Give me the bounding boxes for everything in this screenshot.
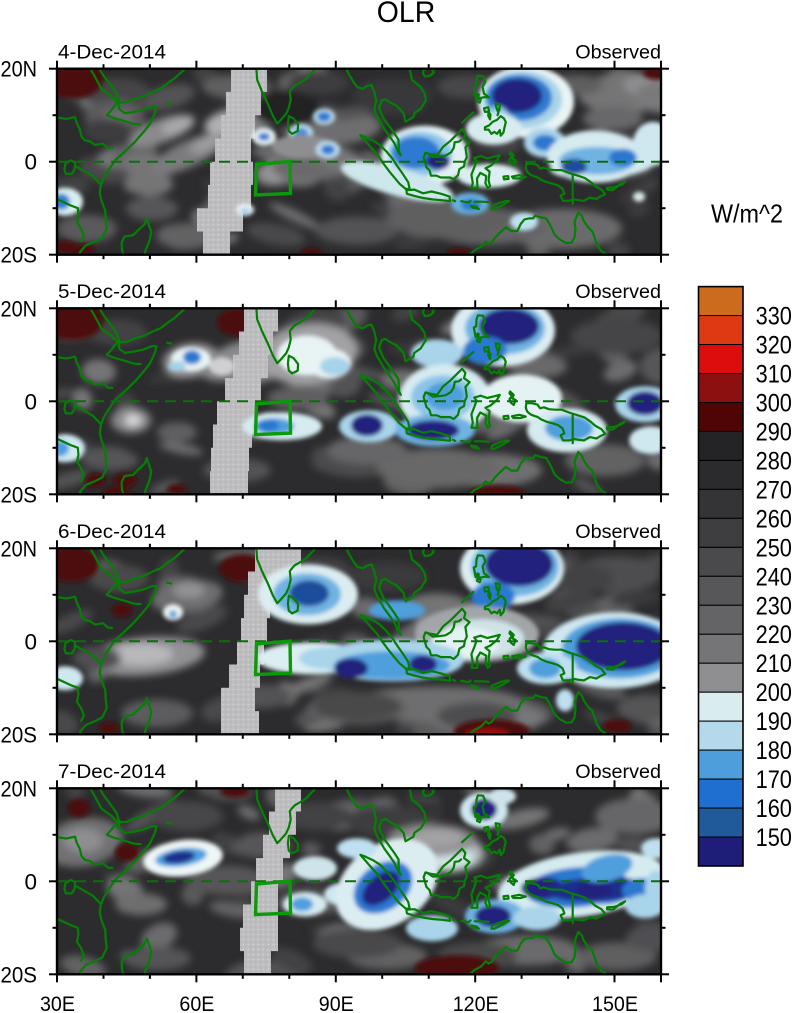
svg-text:W/m^2: W/m^2 [711, 199, 783, 229]
svg-text:170: 170 [756, 766, 792, 794]
svg-text:Observed: Observed [575, 761, 661, 783]
svg-text:0: 0 [24, 150, 37, 175]
svg-text:0: 0 [24, 869, 37, 894]
svg-text:120E: 120E [453, 992, 499, 1013]
svg-text:280: 280 [756, 447, 792, 475]
svg-text:60E: 60E [179, 992, 214, 1013]
svg-text:320: 320 [756, 332, 792, 360]
svg-text:OLR: OLR [377, 0, 436, 29]
svg-text:210: 210 [756, 650, 792, 678]
svg-text:20S: 20S [1, 722, 38, 747]
svg-text:200: 200 [756, 679, 792, 707]
svg-text:240: 240 [756, 563, 792, 591]
svg-text:20N: 20N [1, 296, 38, 321]
svg-text:230: 230 [756, 592, 792, 620]
svg-text:Observed: Observed [575, 521, 661, 543]
svg-text:30E: 30E [40, 992, 75, 1013]
svg-text:20N: 20N [1, 776, 38, 801]
svg-text:7-Dec-2014: 7-Dec-2014 [58, 761, 166, 783]
svg-text:Observed: Observed [575, 281, 661, 303]
svg-text:20N: 20N [1, 57, 38, 82]
svg-text:20S: 20S [1, 243, 38, 268]
svg-text:5-Dec-2014: 5-Dec-2014 [58, 281, 166, 303]
svg-text:4-Dec-2014: 4-Dec-2014 [58, 41, 166, 63]
svg-text:0: 0 [24, 389, 37, 414]
svg-text:0: 0 [24, 629, 37, 654]
svg-text:150: 150 [756, 824, 792, 852]
svg-text:220: 220 [756, 621, 792, 649]
svg-text:20S: 20S [1, 482, 38, 507]
svg-text:20N: 20N [1, 536, 38, 561]
svg-text:150E: 150E [592, 992, 638, 1013]
svg-text:6-Dec-2014: 6-Dec-2014 [58, 521, 166, 543]
svg-text:270: 270 [756, 476, 792, 504]
svg-text:260: 260 [756, 505, 792, 533]
svg-text:300: 300 [756, 390, 792, 418]
svg-text:190: 190 [756, 708, 792, 736]
svg-text:290: 290 [756, 419, 792, 447]
svg-text:Observed: Observed [575, 41, 661, 63]
svg-text:250: 250 [756, 534, 792, 562]
svg-text:160: 160 [756, 795, 792, 823]
svg-text:90E: 90E [319, 992, 354, 1013]
svg-text:20S: 20S [1, 962, 38, 987]
svg-text:330: 330 [756, 303, 792, 331]
svg-text:180: 180 [756, 737, 792, 765]
svg-text:310: 310 [756, 361, 792, 389]
